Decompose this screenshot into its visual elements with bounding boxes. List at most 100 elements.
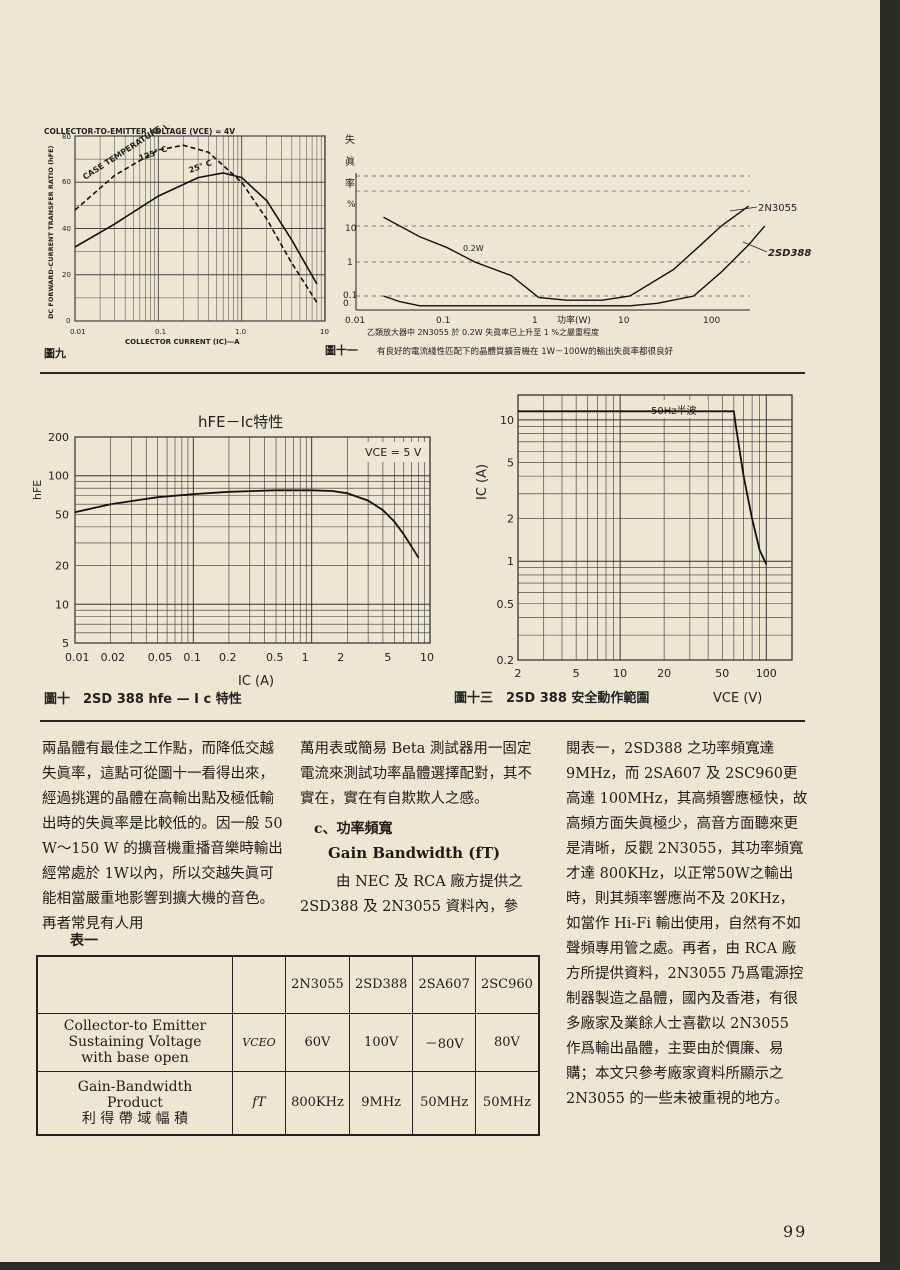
fig9-chart: COLLECTOR-TO-EMITTER VOLTAGE (VCE) = 4V … xyxy=(44,125,329,360)
x-tick-label: 20 xyxy=(657,667,671,680)
y-tick-label: 5 xyxy=(507,456,514,469)
table-header-cell: 2SD388 xyxy=(348,955,414,1014)
table-cell: 50MHz xyxy=(412,1070,476,1136)
fig11-xtick: 0.01 xyxy=(345,316,365,326)
fig11-ylabel-char: 率 xyxy=(345,177,355,190)
y-tick-label: 50 xyxy=(55,508,69,521)
page-number: 99 xyxy=(783,1222,808,1241)
fig9-ytick: 80 xyxy=(62,133,71,141)
fig9-xtick: 10 xyxy=(320,328,329,336)
table1: 2N3055 2SD388 2SA607 2SC960 Collector-to… xyxy=(36,955,540,1136)
fig11-series-label-2sd388: 2SD388 xyxy=(768,248,811,259)
y-tick-label: 0.2 xyxy=(497,654,515,667)
fig9-grid xyxy=(74,135,325,322)
fig10-xlabel: IC (A) xyxy=(238,674,274,689)
x-tick-label: 0.1 xyxy=(183,651,201,664)
x-tick-label: 1 xyxy=(302,651,309,664)
fig11-ytick: 0.1 xyxy=(343,291,357,301)
y-tick-label: 200 xyxy=(48,431,69,444)
y-tick-label: 0.5 xyxy=(497,598,515,611)
fig9-caption: 圖九 xyxy=(44,346,66,360)
y-tick-label: 10 xyxy=(55,598,69,611)
fig10-vce-box xyxy=(361,442,427,462)
fig11-xtick: 10 xyxy=(618,316,630,326)
table-row: Gain-Bandwidth Product 利 得 帶 域 幅 積 fT 80… xyxy=(36,1070,540,1136)
table-header-cell: 2SA607 xyxy=(412,955,476,1014)
table-row: Collector-to Emitter Sustaining Voltage … xyxy=(36,1012,540,1072)
row-label-line: with base open xyxy=(81,1050,189,1066)
table-header-cell: 2N3055 xyxy=(285,955,350,1014)
x-tick-label: 0.05 xyxy=(148,651,173,664)
fig9-xtick: 0.01 xyxy=(70,328,86,336)
fig10-ticks: 0.01 0.02 0.05 0.1 0.2 0.5 1 2 5 10 5 10 20 50 100 200 xyxy=(48,431,434,664)
table-cell: 100V xyxy=(348,1012,414,1072)
fig13-xlabel: VCE (V) xyxy=(713,691,762,706)
section-heading: c、功率頻寬 xyxy=(314,821,393,837)
x-tick-label: 0.02 xyxy=(101,651,126,664)
fig9-ytick: 0 xyxy=(66,317,70,325)
fig11-caption: 圖十一 xyxy=(325,343,358,357)
fig10-title: hFE－Ic特性 xyxy=(198,413,283,431)
fig10-vce-label: VCE = 5 V xyxy=(365,446,422,459)
fig11-caption-text: 有良好的電流綫性匹配下的晶體質擴音機在 1W－100W的輸出失眞率都很良好 xyxy=(377,346,674,357)
fig11-xtick: 0.1 xyxy=(436,316,450,326)
x-tick-label: 0.5 xyxy=(266,651,284,664)
fig11-marker-label: 0.2W xyxy=(463,244,484,253)
article-column-1: 兩晶體有最佳之工作點，而降低交越失眞率，這點可從圖十一看得出來，經過挑選的晶體在… xyxy=(42,737,284,932)
x-tick-label: 5 xyxy=(573,667,580,680)
fig9-xtick: 0.1 xyxy=(155,328,166,336)
article-paragraph: 由 NEC 及 RCA 廠方提供之 2SD388 及 2N3055 資料內，參 xyxy=(300,874,523,915)
fig11-chart: 失 眞 率 % 10 1 0.1 0 0.01 0.1 1 10 100 功率(… xyxy=(325,133,811,357)
table-corner-cell xyxy=(232,955,286,1014)
divider-rule xyxy=(40,720,805,722)
fig10-curves xyxy=(74,489,420,559)
table-symbol-cell: fT xyxy=(232,1070,286,1136)
y-tick-label: 1 xyxy=(507,555,514,568)
table-cell: 800KHz xyxy=(285,1070,350,1136)
fig10-caption: 圖十 2SD 388 hfe — I c 特性 xyxy=(44,691,242,707)
fig9-xlabel: COLLECTOR CURRENT (IC)—A xyxy=(125,338,240,346)
fig9-xtick: 1.0 xyxy=(235,328,246,336)
table-corner-cell xyxy=(36,955,233,1014)
series-line xyxy=(518,410,768,565)
table1-caption: 表一 xyxy=(70,933,98,949)
series-line xyxy=(383,205,750,301)
x-tick-label: 10 xyxy=(420,651,434,664)
fig9-curve-label-125: 125° C xyxy=(138,144,169,163)
table-cell: 50MHz xyxy=(474,1070,540,1136)
x-tick-label: 0.01 xyxy=(65,651,90,664)
fig9-ytick: 20 xyxy=(62,271,71,279)
series-line xyxy=(383,225,766,307)
row-label-line: Gain-Bandwidth xyxy=(77,1078,193,1095)
fig10-chart: hFE－Ic特性 VCE = 5 V hFE 0.01 0.02 0.05 0.1 0.… xyxy=(31,413,434,707)
table-cell: 9MHz xyxy=(348,1070,414,1136)
fig11-ytick: 1 xyxy=(347,258,353,268)
fig10-ylabel: hFE xyxy=(31,480,44,500)
row-label-line: Product xyxy=(107,1094,163,1111)
x-tick-label: 5 xyxy=(384,651,391,664)
x-tick-label: 0.2 xyxy=(219,651,237,664)
journal-page: COLLECTOR-TO-EMITTER VOLTAGE (VCE) = 4V … xyxy=(0,0,880,1262)
fig11-leader-line xyxy=(742,241,768,253)
y-tick-label: 5 xyxy=(62,637,69,650)
fig11-ylabel-char: 眞 xyxy=(345,155,355,168)
fig13-ticks: 2 5 10 20 50 100 0.2 0.5 1 2 5 10 xyxy=(497,414,777,680)
fig11-series-label-2n3055: 2N3055 xyxy=(758,203,797,214)
fig11-xlabel: 功率(W) xyxy=(557,314,591,326)
fig13-annotation-box xyxy=(648,400,708,418)
fig13-grid xyxy=(517,395,792,661)
divider-rule xyxy=(40,372,805,374)
fig11-ytick: 10 xyxy=(345,224,357,234)
fig9-curves xyxy=(74,144,318,303)
fig9-ylabel: DC FORWARD-CURRENT TRANSFER RATIO (hFE) xyxy=(47,145,55,319)
series-line xyxy=(74,172,318,285)
table-header-cell: 2SC960 xyxy=(474,955,540,1014)
row-label-line: Sustaining Voltage xyxy=(68,1034,202,1050)
fig11-note: 乙類放大器中 2N3055 於 0.2W 失眞率已上升至 1 %之嚴重程度 xyxy=(367,327,599,337)
x-tick-label: 10 xyxy=(613,667,627,680)
fig9-curve-label-25: 25° C xyxy=(188,158,214,175)
table-symbol-cell: VCEO xyxy=(232,1012,286,1072)
section-subheading: Gain Bandwidth (fT) xyxy=(328,844,501,862)
article-paragraph: 兩晶體有最佳之工作點，而降低交越失眞率，這點可從圖十一看得出來，經過挑選的晶體在… xyxy=(42,741,283,932)
